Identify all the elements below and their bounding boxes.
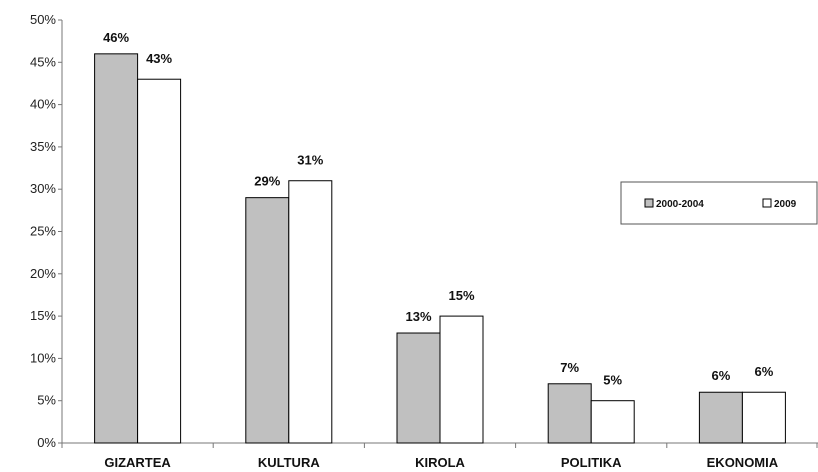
y-tick-label: 40% [30, 97, 56, 112]
x-category-label: GIZARTEA [104, 455, 171, 470]
legend-label: 2000-2004 [656, 199, 704, 210]
y-tick-label: 45% [30, 54, 56, 69]
x-category-label: EKONOMIA [707, 455, 779, 470]
y-tick-label: 20% [30, 266, 56, 281]
data-label: 15% [448, 288, 474, 303]
y-tick-label: 15% [30, 308, 56, 323]
legend-box [620, 181, 818, 225]
chart-data-labels: 46% 43% 29% 31% 13% 15% 7% 5% 6% 6% [103, 30, 774, 388]
chart-legend: 2000-2004 2009 [620, 181, 818, 225]
data-label: 6% [755, 364, 774, 379]
bar-2009-GIZARTEA [137, 78, 182, 444]
y-tick-label: 5% [37, 393, 56, 408]
x-category-label: POLITIKA [561, 455, 622, 470]
x-category-label: KIROLA [415, 455, 465, 470]
chart-axes: 0% 5% 10% 15% 20% 25% 30% 35% 40% 45% 50% GIZARTEA K… [30, 12, 818, 470]
bar-2000-2004-KULTURA [245, 197, 290, 444]
data-label: 43% [146, 51, 172, 66]
legend-label: 2009 [774, 199, 797, 210]
data-label: 29% [254, 174, 280, 189]
legend-swatch [762, 198, 772, 208]
y-tick-label: 30% [30, 181, 56, 196]
data-label: 31% [297, 153, 323, 168]
chart-bars [94, 53, 786, 444]
y-tick-label: 0% [37, 435, 56, 450]
bar-2000-2004-EKONOMIA [698, 391, 743, 444]
y-tick-label: 35% [30, 139, 56, 154]
y-tick-label: 25% [30, 224, 56, 239]
data-label: 5% [603, 373, 622, 388]
bar-2009-KULTURA [288, 180, 333, 444]
data-label: 6% [712, 368, 731, 383]
data-label: 46% [103, 30, 129, 45]
data-label: 13% [405, 309, 431, 324]
bar-2000-2004-GIZARTEA [94, 53, 139, 444]
bar-2009-EKONOMIA [741, 391, 786, 444]
bar-2000-2004-KIROLA [396, 332, 441, 444]
y-tick-label: 50% [30, 12, 56, 27]
y-tick-label: 10% [30, 350, 56, 365]
bar-2009-KIROLA [439, 315, 484, 444]
data-label: 7% [560, 360, 579, 375]
x-category-label: KULTURA [258, 455, 320, 470]
bar-2009-POLITIKA [590, 400, 635, 444]
bar-2000-2004-POLITIKA [547, 383, 592, 444]
legend-swatch [644, 198, 654, 208]
